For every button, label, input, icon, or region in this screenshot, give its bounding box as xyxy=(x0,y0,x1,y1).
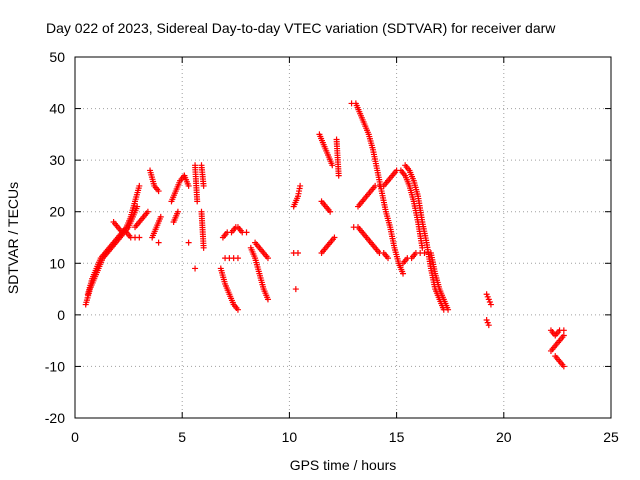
data-point xyxy=(264,255,271,262)
chart-title: Day 022 of 2023, Sidereal Day-to-day VTE… xyxy=(46,20,556,36)
data-point xyxy=(329,162,336,169)
data-point xyxy=(487,301,494,308)
data-point xyxy=(331,234,338,241)
x-tick-label: 25 xyxy=(603,429,619,445)
data-point xyxy=(560,363,567,370)
data-point xyxy=(335,172,342,179)
data-point xyxy=(560,332,567,339)
data-point xyxy=(243,229,250,236)
data-point xyxy=(200,244,207,251)
data-point xyxy=(421,249,428,256)
data-point xyxy=(194,198,201,205)
data-point xyxy=(264,296,271,303)
data-point xyxy=(234,255,241,262)
grid-layer xyxy=(75,57,611,418)
y-tick-label: 10 xyxy=(49,255,65,271)
tick-layer: 0 5 10 15 20 25 -20 -10 0 10 20 30 40 50 xyxy=(45,49,619,445)
data-point xyxy=(144,208,151,215)
y-tick-label: 0 xyxy=(57,307,65,323)
data-point xyxy=(134,203,141,210)
data-point xyxy=(192,265,199,272)
data-point xyxy=(560,327,567,334)
x-axis-label: GPS time / hours xyxy=(290,457,397,473)
y-tick-label: 40 xyxy=(49,101,65,117)
data-point xyxy=(155,188,162,195)
y-tick-label: -20 xyxy=(45,410,65,426)
data-point xyxy=(445,306,452,313)
y-tick-label: 30 xyxy=(49,152,65,168)
data-point xyxy=(174,208,181,215)
data-point xyxy=(294,249,301,256)
x-tick-label: 20 xyxy=(496,429,512,445)
data-point xyxy=(234,306,241,313)
data-point xyxy=(200,182,207,189)
data-point xyxy=(385,255,392,262)
y-tick-label: 50 xyxy=(49,49,65,65)
data-point xyxy=(157,213,164,220)
data-point xyxy=(185,182,192,189)
x-tick-label: 5 xyxy=(178,429,186,445)
x-tick-label: 15 xyxy=(389,429,405,445)
data-point xyxy=(155,239,162,246)
plot-frame xyxy=(74,56,612,419)
data-point xyxy=(297,182,304,189)
data-point xyxy=(136,234,143,241)
y-axis-label: SDTVAR / TECUs xyxy=(5,182,21,294)
data-point xyxy=(327,208,334,215)
data-point xyxy=(419,244,426,251)
x-tick-label: 10 xyxy=(282,429,298,445)
data-point xyxy=(292,286,299,293)
data-point xyxy=(400,270,407,277)
points-layer xyxy=(82,100,567,370)
y-tick-label: 20 xyxy=(49,204,65,220)
data-point xyxy=(485,322,492,329)
x-tick-label: 0 xyxy=(71,429,79,445)
data-point xyxy=(185,239,192,246)
y-tick-label: -10 xyxy=(45,358,65,374)
data-point xyxy=(136,182,143,189)
